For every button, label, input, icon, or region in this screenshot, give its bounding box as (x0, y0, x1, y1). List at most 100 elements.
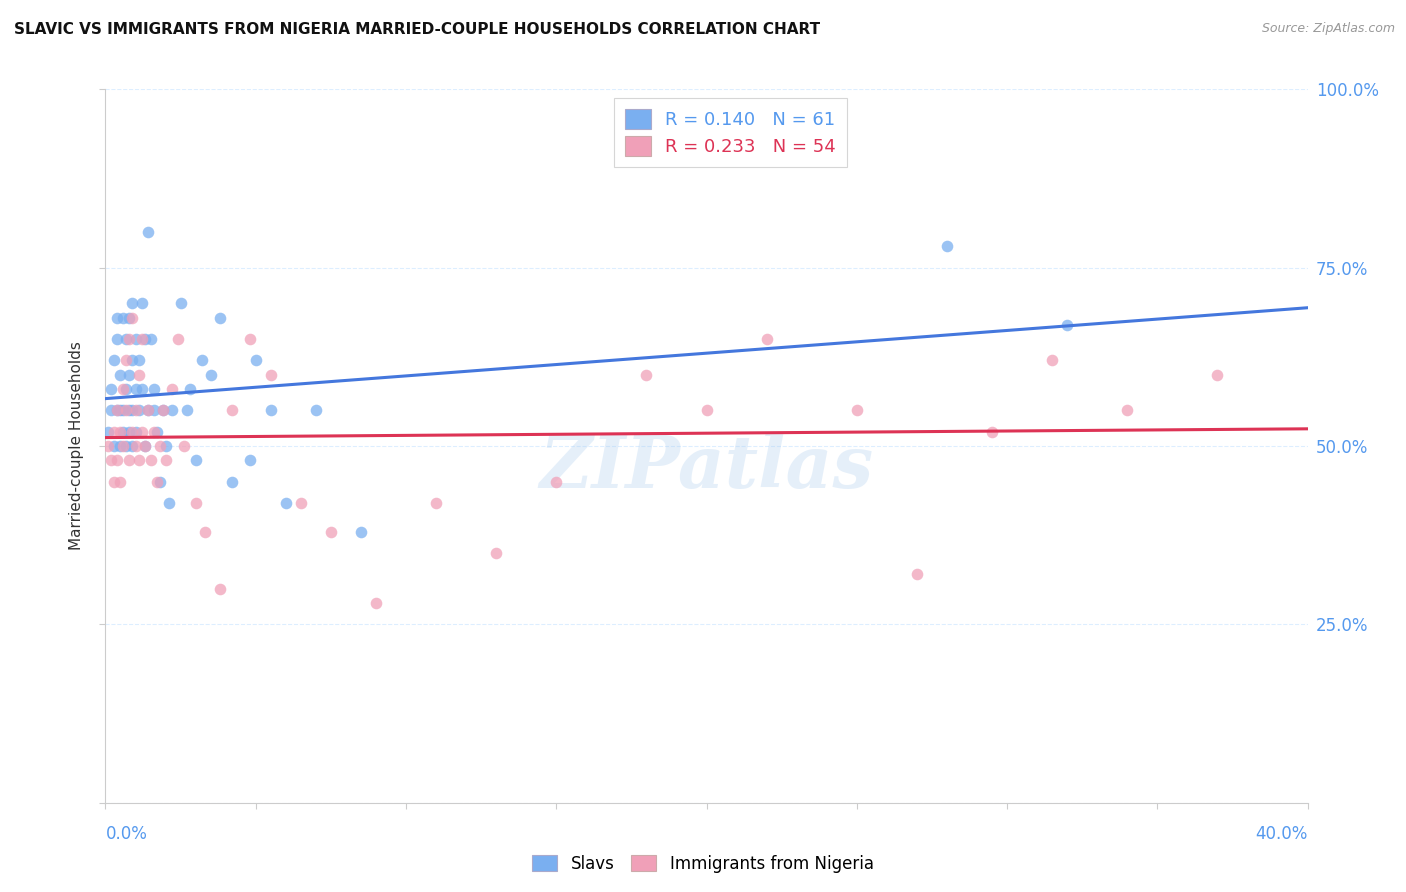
Point (115, 332, 138, 346)
Point (131, 382, 153, 396)
Point (128, 368, 150, 382)
Point (115, 439, 138, 453)
Point (148, 439, 170, 453)
Point (118, 403, 141, 417)
Point (160, 403, 183, 417)
Point (696, 403, 718, 417)
Point (121, 439, 143, 453)
Point (131, 296, 153, 310)
Point (134, 332, 156, 346)
Point (124, 425, 146, 439)
Point (166, 332, 188, 346)
Point (139, 453, 162, 467)
Point (239, 453, 262, 467)
Point (128, 453, 150, 467)
Point (97, 425, 120, 439)
Point (260, 403, 283, 417)
Point (194, 524, 217, 539)
Point (124, 332, 146, 346)
Point (1056, 318, 1078, 332)
Point (107, 310, 129, 325)
Point (190, 353, 212, 368)
Text: SLAVIC VS IMMIGRANTS FROM NIGERIA MARRIED-COUPLE HOUSEHOLDS CORRELATION CHART: SLAVIC VS IMMIGRANTS FROM NIGERIA MARRIE… (14, 22, 820, 37)
Point (134, 439, 156, 453)
Point (115, 353, 138, 368)
Point (136, 403, 159, 417)
Point (208, 310, 231, 325)
Point (112, 382, 135, 396)
Point (260, 368, 283, 382)
Point (274, 496, 297, 510)
Point (176, 403, 198, 417)
Point (110, 475, 132, 489)
Point (208, 582, 231, 596)
Point (1206, 368, 1229, 382)
Point (1116, 403, 1139, 417)
Legend: Slavs, Immigrants from Nigeria: Slavs, Immigrants from Nigeria (526, 848, 880, 880)
Point (221, 475, 243, 489)
Point (350, 524, 373, 539)
Point (131, 332, 153, 346)
Point (110, 368, 132, 382)
Y-axis label: Married-couple Households: Married-couple Households (69, 342, 84, 550)
Point (157, 496, 180, 510)
Point (121, 310, 143, 325)
Point (118, 453, 141, 467)
Point (936, 239, 959, 253)
Point (107, 403, 129, 417)
Point (115, 403, 138, 417)
Point (128, 353, 150, 368)
Point (121, 403, 143, 417)
Point (118, 332, 141, 346)
Point (112, 403, 135, 417)
Point (905, 567, 928, 582)
Point (100, 382, 122, 396)
Point (97, 439, 120, 453)
Point (160, 382, 183, 396)
Point (121, 425, 143, 439)
Point (184, 496, 207, 510)
Point (145, 425, 167, 439)
Point (239, 332, 262, 346)
Point (142, 382, 165, 396)
Point (103, 353, 125, 368)
Point (124, 382, 146, 396)
Point (142, 425, 165, 439)
Point (221, 403, 243, 417)
Point (124, 439, 146, 453)
Point (142, 403, 165, 417)
Point (981, 425, 1004, 439)
Point (290, 496, 312, 510)
Point (128, 403, 150, 417)
Point (245, 353, 267, 368)
Point (107, 332, 129, 346)
Point (319, 524, 342, 539)
Point (485, 546, 508, 560)
Text: Source: ZipAtlas.com: Source: ZipAtlas.com (1261, 22, 1395, 36)
Legend: R = 0.140   N = 61, R = 0.233   N = 54: R = 0.140 N = 61, R = 0.233 N = 54 (614, 98, 846, 167)
Point (134, 439, 156, 453)
Point (112, 310, 135, 325)
Point (118, 368, 141, 382)
Point (131, 425, 153, 439)
Point (136, 403, 159, 417)
Point (305, 403, 328, 417)
Point (546, 475, 568, 489)
Point (121, 296, 143, 310)
Point (145, 475, 167, 489)
Point (103, 439, 125, 453)
Point (173, 439, 195, 453)
Point (118, 310, 141, 325)
Point (103, 425, 125, 439)
Text: 0.0%: 0.0% (105, 825, 148, 843)
Point (107, 453, 129, 467)
Point (155, 439, 177, 453)
Point (425, 496, 447, 510)
Point (179, 382, 201, 396)
Point (112, 425, 135, 439)
Point (152, 403, 174, 417)
Point (121, 353, 143, 368)
Point (169, 296, 191, 310)
Point (136, 225, 159, 239)
Point (112, 439, 135, 453)
